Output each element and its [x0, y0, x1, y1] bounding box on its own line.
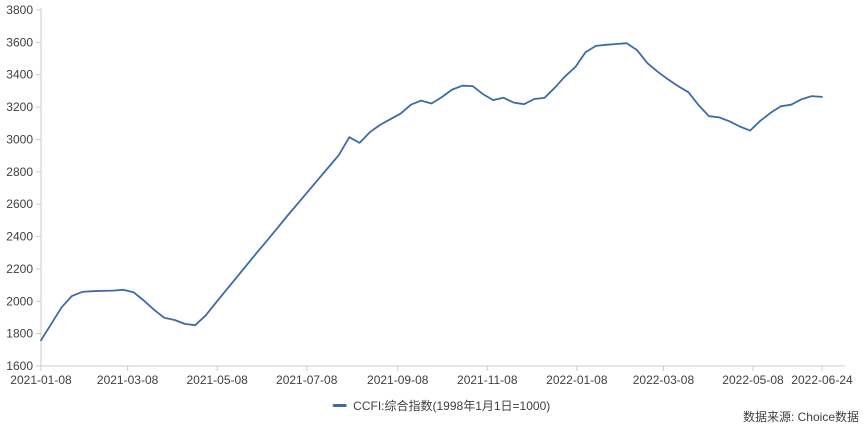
y-axis-label: 1600: [6, 359, 33, 373]
y-axis-label: 2600: [6, 197, 33, 211]
x-axis-label: 2021-01-08: [10, 373, 72, 387]
y-axis-label: 3200: [6, 100, 33, 114]
x-axis-label: 2021-03-08: [97, 373, 159, 387]
ccfi-series-line: [40, 42, 823, 342]
y-axis-label: 3000: [6, 132, 33, 146]
x-axis-label: 2022-06-24: [791, 373, 853, 387]
x-axis-label: 2021-11-08: [457, 373, 518, 387]
y-axis-label: 2200: [6, 262, 33, 276]
x-axis-label: 2021-07-08: [276, 373, 338, 387]
y-axis-label: 3600: [6, 35, 33, 49]
legend-line-icon: [332, 404, 347, 407]
y-axis-label: 3400: [6, 68, 33, 82]
y-axis-label: 2400: [6, 230, 33, 244]
legend-item-ccfi[interactable]: CCFI:综合指数(1998年1月1日=1000): [332, 397, 550, 414]
data-source-label: 数据来源: Choice数据: [742, 410, 859, 424]
y-axis-label: 1800: [6, 327, 33, 341]
x-axis-label: 2022-05-08: [722, 373, 784, 387]
x-axis-label: 2021-05-08: [186, 373, 248, 387]
y-axis-label: 2000: [6, 294, 33, 308]
x-axis-label: 2022-03-08: [633, 373, 695, 387]
legend-label: CCFI:综合指数(1998年1月1日=1000): [353, 399, 551, 413]
y-axis-label: 2800: [6, 165, 33, 179]
x-axis-label: 2021-09-08: [367, 373, 429, 387]
y-axis-label: 3800: [6, 3, 33, 17]
x-axis-label: 2022-01-08: [546, 373, 608, 387]
